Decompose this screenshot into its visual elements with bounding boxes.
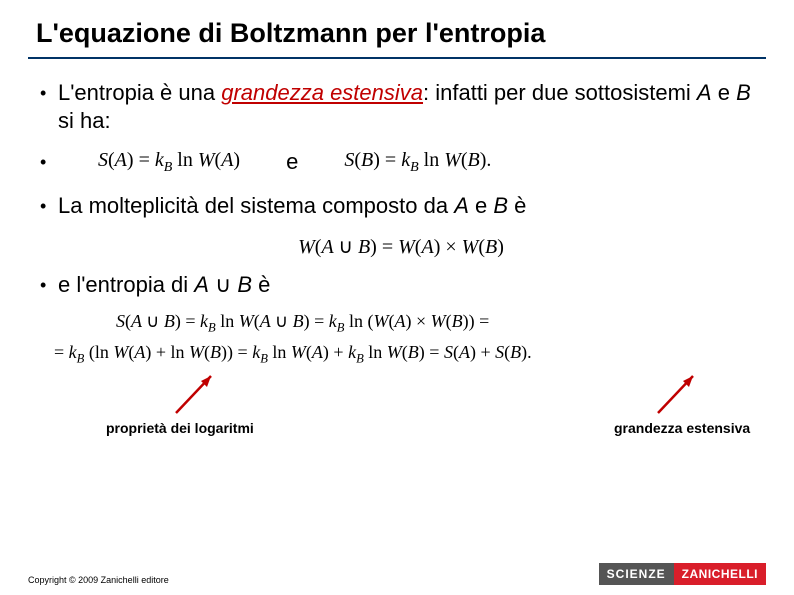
arrow-right-icon	[648, 368, 708, 418]
bullet-1: • L'entropia è una grandezza estensiva: …	[36, 79, 766, 134]
var-B: B	[493, 193, 508, 218]
emphasis: grandezza estensiva	[221, 80, 423, 105]
publisher-logo: SCIENZE ZANICHELLI	[599, 563, 766, 585]
text-fragment: si ha:	[58, 108, 111, 133]
var-B: B	[237, 272, 252, 297]
text-fragment: : infatti per due sottosistemi	[423, 80, 697, 105]
slide-title: L'equazione di Boltzmann per l'entropia	[28, 18, 766, 59]
content-area: • L'entropia è una grandezza estensiva: …	[28, 79, 766, 458]
text-fragment: e	[469, 193, 493, 218]
derivation-line-1: S(A ∪ B) = kB ln W(A ∪ B) = kB ln (W(A) …	[46, 307, 766, 338]
derivation-line-2: = kB (ln W(A) + ln W(B)) = kB ln W(A) + …	[46, 338, 766, 369]
copyright: Copyright © 2009 Zanichelli editore	[28, 575, 169, 585]
bullet-4: • e l'entropia di A ∪ B è	[36, 271, 766, 299]
annotation-left: proprietà dei logaritmi	[106, 420, 254, 436]
bullet-2: • S(A) = kB ln W(A) e S(B) = kB ln W(B).	[36, 148, 766, 176]
text-fragment: è	[508, 193, 526, 218]
formula-sB: S(B) = kB ln W(B).	[344, 149, 491, 176]
derivation: S(A ∪ B) = kB ln W(A ∪ B) = kB ln (W(A) …	[36, 307, 766, 368]
bullet-icon: •	[36, 271, 58, 299]
text-fragment: è	[252, 272, 270, 297]
var-A: A	[454, 193, 469, 218]
text-fragment: L'entropia è una	[58, 80, 221, 105]
cup-symbol: ∪	[209, 272, 237, 297]
bullet-3: • La molteplicità del sistema composto d…	[36, 192, 766, 220]
text-fragment: e	[712, 80, 736, 105]
bullet-icon: •	[36, 148, 58, 176]
bullet-icon: •	[36, 79, 58, 107]
slide: L'equazione di Boltzmann per l'entropia …	[0, 0, 794, 595]
bullet-4-text: e l'entropia di A ∪ B è	[58, 271, 766, 299]
formula-wAB-area: W(A ∪ B) = W(A) × W(B)	[36, 234, 766, 259]
arrow-left-icon	[166, 368, 226, 418]
bullet-1-text: L'entropia è una grandezza estensiva: in…	[58, 79, 766, 134]
formula-sA: S(A) = kB ln W(A)	[98, 149, 240, 176]
var-A: A	[194, 272, 209, 297]
bullet-icon: •	[36, 192, 58, 220]
connector-e: e	[286, 149, 298, 175]
text-fragment: La molteplicità del sistema composto da	[58, 193, 454, 218]
footer: Copyright © 2009 Zanichelli editore SCIE…	[28, 563, 766, 585]
annotations: proprietà dei logaritmi grandezza estens…	[36, 368, 766, 458]
annotation-right: grandezza estensiva	[614, 420, 750, 436]
formula-wAB: W(A ∪ B) = W(A) × W(B)	[298, 236, 504, 258]
var-B: B	[736, 80, 751, 105]
var-A: A	[697, 80, 712, 105]
logo-zanichelli: ZANICHELLI	[674, 563, 766, 585]
bullet-3-text: La molteplicità del sistema composto da …	[58, 192, 766, 220]
text-fragment: e l'entropia di	[58, 272, 194, 297]
logo-scienze: SCIENZE	[599, 563, 674, 585]
